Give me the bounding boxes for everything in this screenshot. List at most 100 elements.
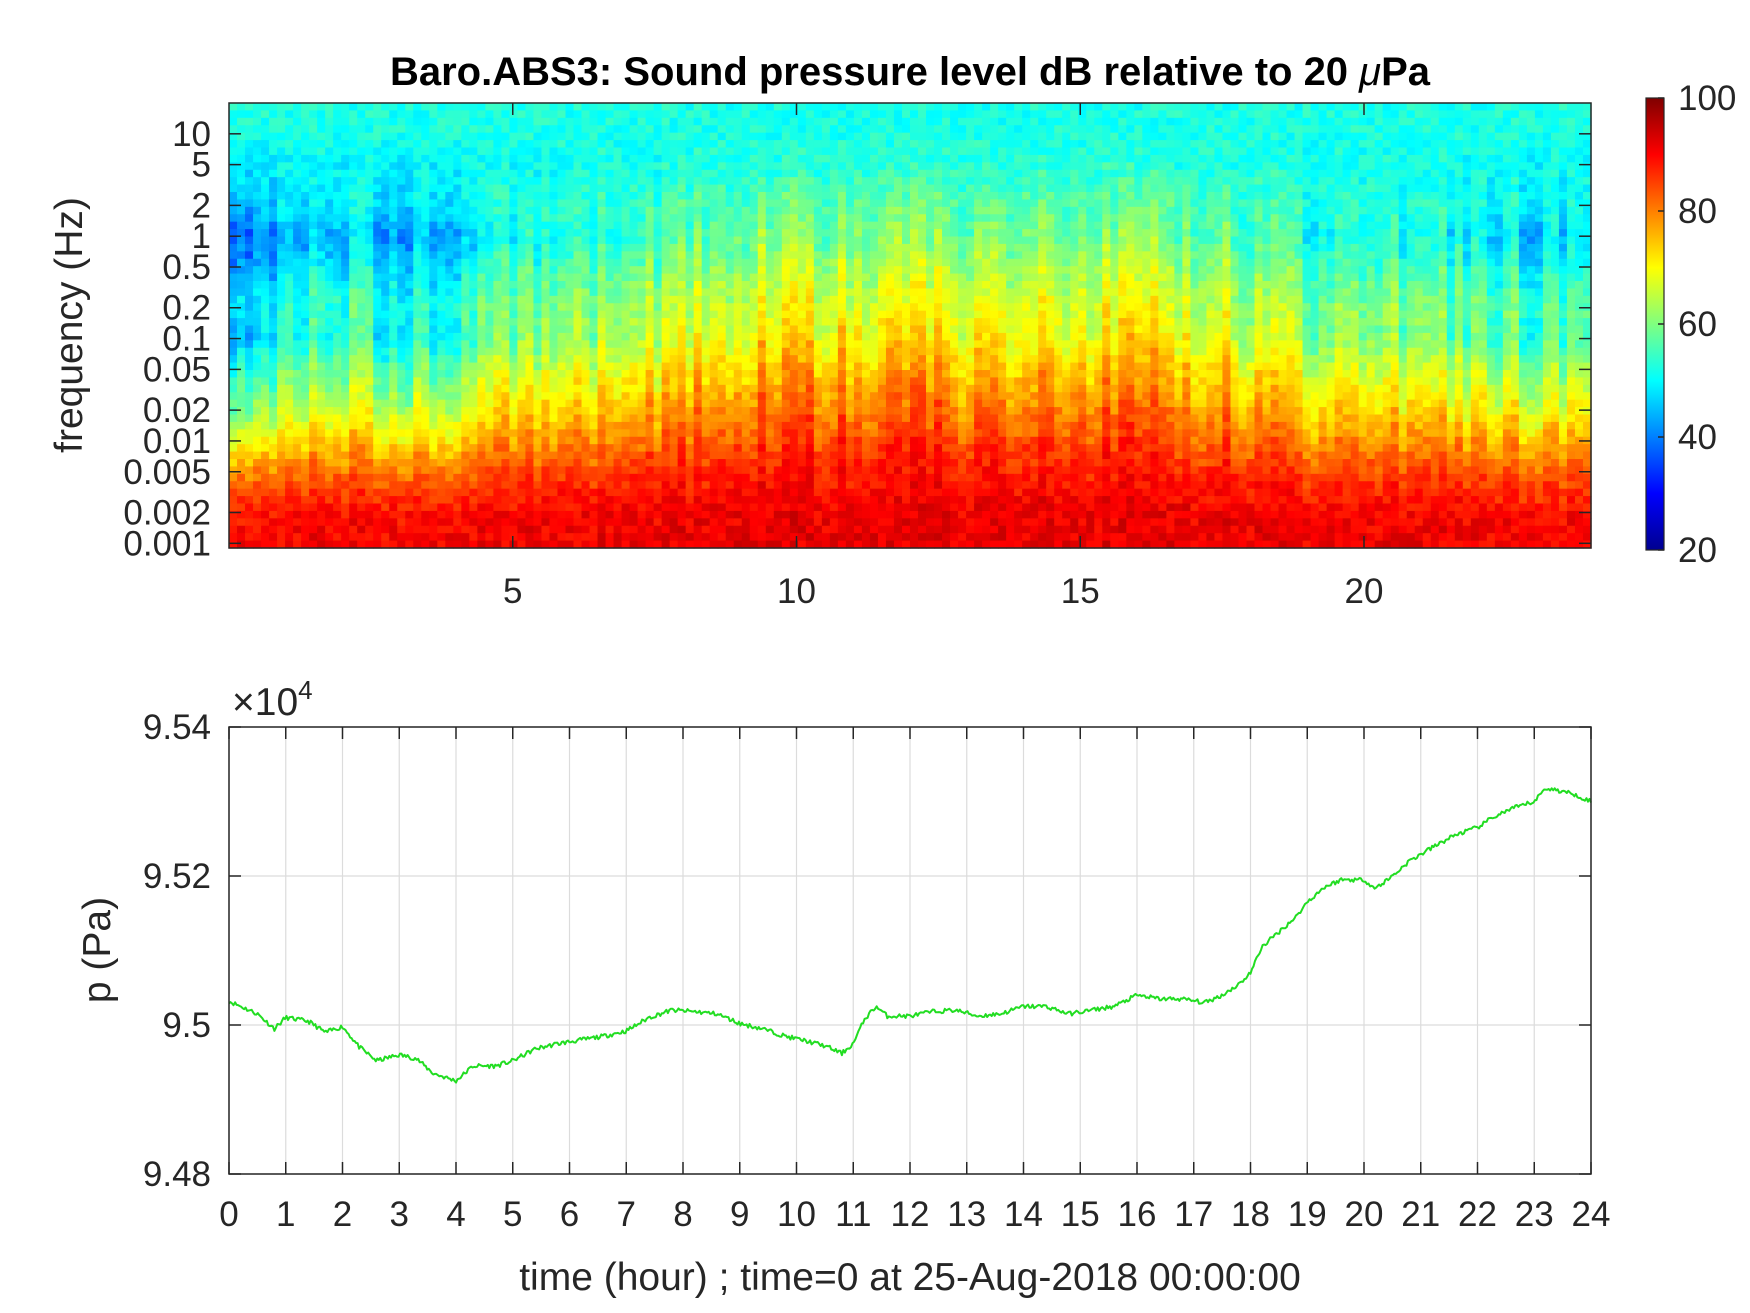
- heatmap-cell: [325, 273, 334, 282]
- heatmap-cell: [517, 355, 527, 364]
- heatmap-cell: [677, 392, 687, 401]
- heatmap-cell: [853, 288, 863, 297]
- heatmap-cell: [469, 140, 478, 149]
- heatmap-cell: [429, 414, 438, 423]
- heatmap-cell: [885, 295, 895, 304]
- heatmap-cell: [341, 214, 350, 223]
- heatmap-cell: [493, 540, 502, 549]
- heatmap-cell: [333, 281, 342, 290]
- heatmap-cell: [437, 243, 446, 252]
- heatmap-cell: [453, 377, 462, 386]
- heatmap-cell: [741, 214, 751, 223]
- heatmap-cell: [421, 169, 430, 178]
- heatmap-cell: [533, 258, 543, 267]
- heatmap-cell: [725, 154, 735, 163]
- heatmap-cell: [877, 362, 887, 371]
- heatmap-cell: [701, 169, 711, 178]
- heatmap-cell: [253, 503, 262, 512]
- heatmap-cell: [525, 288, 535, 297]
- heatmap-cell: [621, 459, 631, 468]
- heatmap-cell: [781, 399, 791, 408]
- heatmap-cell: [805, 407, 815, 416]
- heatmap-cell: [781, 192, 791, 201]
- heatmap-cell: [613, 414, 623, 423]
- heatmap-cell: [261, 229, 270, 238]
- heatmap-cell: [509, 184, 519, 193]
- heatmap-cell: [653, 466, 663, 475]
- heatmap-cell: [309, 251, 318, 260]
- heatmap-cell: [341, 362, 350, 371]
- heatmap-cell: [605, 169, 615, 178]
- heatmap-cell: [413, 503, 422, 512]
- heatmap-cell: [381, 429, 390, 438]
- heatmap-cell: [373, 421, 382, 430]
- heatmap-cell: [293, 399, 302, 408]
- heatmap-cell: [805, 459, 815, 468]
- heatmap-cell: [893, 192, 903, 201]
- heatmap-cell: [605, 192, 615, 201]
- heatmap-cell: [405, 429, 414, 438]
- heatmap-cell: [869, 510, 879, 519]
- heatmap-cell: [701, 243, 711, 252]
- heatmap-cell: [885, 325, 895, 334]
- heatmap-cell: [653, 347, 663, 356]
- heatmap-cell: [597, 229, 607, 238]
- heatmap-cell: [557, 243, 567, 252]
- heatmap-cell: [813, 459, 823, 468]
- heatmap-cell: [365, 414, 374, 423]
- heatmap-cell: [613, 466, 623, 475]
- heatmap-cell: [301, 214, 310, 223]
- heatmap-cell: [813, 510, 823, 519]
- heatmap-cell: [717, 303, 727, 312]
- heatmap-cell: [373, 325, 382, 334]
- heatmap-cell: [413, 510, 422, 519]
- heatmap-cell: [541, 192, 551, 201]
- heatmap-cell: [837, 355, 847, 364]
- heatmap-cell: [861, 192, 871, 201]
- heatmap-cell: [325, 466, 334, 475]
- heatmap-cell: [837, 332, 847, 341]
- heatmap-cell: [885, 436, 895, 445]
- heatmap-cell: [781, 407, 791, 416]
- heatmap-cell: [357, 510, 366, 519]
- heatmap-cell: [797, 251, 807, 260]
- heatmap-cell: [581, 407, 591, 416]
- heatmap-cell: [421, 347, 430, 356]
- heatmap-cell: [709, 125, 719, 134]
- heatmap-cell: [677, 140, 687, 149]
- heatmap-cell: [261, 184, 270, 193]
- heatmap-cell: [693, 162, 703, 171]
- heatmap-cell: [349, 518, 358, 527]
- heatmap-cell: [237, 466, 246, 475]
- heatmap-cell: [245, 206, 254, 215]
- heatmap-cell: [717, 355, 727, 364]
- heatmap-cell: [405, 281, 414, 290]
- heatmap-cell: [621, 481, 631, 490]
- heatmap-cell: [469, 332, 478, 341]
- heatmap-cell: [781, 429, 791, 438]
- heatmap-cell: [293, 273, 302, 282]
- heatmap-cell: [725, 496, 735, 505]
- heatmap-cell: [605, 258, 615, 267]
- heatmap-cell: [525, 421, 535, 430]
- heatmap-cell: [325, 421, 334, 430]
- heatmap-cell: [285, 206, 294, 215]
- heatmap-cell: [509, 251, 519, 260]
- heatmap-cell: [877, 332, 887, 341]
- heatmap-cell: [413, 525, 422, 534]
- heatmap-cell: [541, 303, 551, 312]
- heatmap-cell: [269, 444, 278, 453]
- heatmap-cell: [749, 125, 759, 134]
- heatmap-cell: [253, 236, 262, 245]
- heatmap-cell: [245, 444, 254, 453]
- heatmap-cell: [717, 221, 727, 230]
- heatmap-cell: [589, 466, 599, 475]
- heatmap-cell: [397, 340, 406, 349]
- heatmap-cell: [741, 377, 751, 386]
- heatmap-cell: [437, 117, 446, 126]
- heatmap-cell: [749, 533, 759, 542]
- heatmap-cell: [525, 510, 535, 519]
- heatmap-cell: [709, 140, 719, 149]
- heatmap-cell: [877, 243, 887, 252]
- heatmap-cell: [349, 140, 358, 149]
